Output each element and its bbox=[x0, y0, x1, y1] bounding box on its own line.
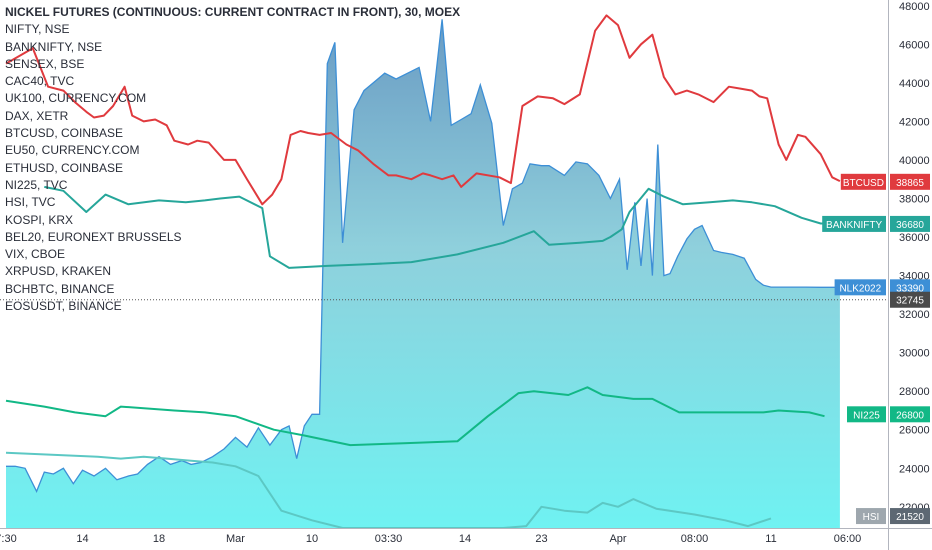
legend-item: DAX, XETR bbox=[5, 108, 69, 123]
series-name-label-box bbox=[834, 279, 886, 296]
y-tick-label: 36000 bbox=[899, 232, 930, 244]
legend-item: NIFTY, NSE bbox=[5, 22, 70, 37]
legend-item: NI225, TVC bbox=[5, 177, 68, 192]
series-name-label: NLK2022 bbox=[834, 279, 886, 296]
x-tick-label: Mar bbox=[226, 533, 245, 545]
legend-item: ETHUSD, COINBASE bbox=[5, 160, 124, 175]
series-name-label: BANKNIFTY bbox=[822, 215, 886, 232]
legend-item: EOSUSDT, BINANCE bbox=[5, 299, 122, 314]
series-line-ni225 bbox=[5, 386, 825, 447]
y-tick-label: 40000 bbox=[899, 155, 930, 167]
y-tick-label: 48000 bbox=[899, 1, 930, 13]
series-name-label-box bbox=[840, 173, 886, 190]
series-name-label-box bbox=[856, 508, 886, 525]
last-value-label-text: 21520 bbox=[896, 512, 924, 523]
last-value-label-box bbox=[890, 215, 930, 232]
y-tick-label: 32000 bbox=[899, 309, 930, 321]
x-tick-label: 7:30 bbox=[0, 533, 17, 545]
chart-title: NICKEL FUTURES (CONTINUOUS: CURRENT CONT… bbox=[5, 5, 461, 19]
legend-item: EU50, CURRENCY.COM bbox=[5, 143, 140, 158]
x-tick-label: 23 bbox=[535, 533, 547, 545]
x-tick-label: 14 bbox=[76, 533, 88, 545]
series-line-btcusd bbox=[5, 14, 841, 206]
series-name-label: BTCUSD bbox=[840, 173, 886, 190]
series-name-label-box bbox=[847, 406, 886, 423]
series-name-label: HSI bbox=[856, 508, 886, 525]
series-name-label: NI225 bbox=[847, 406, 886, 423]
series-area-fill-nlk2022 bbox=[6, 19, 840, 528]
x-tick-label: Apr bbox=[609, 533, 626, 545]
price-line-label-box bbox=[890, 291, 930, 308]
y-tick-label: 30000 bbox=[899, 348, 930, 360]
legend-item: CAC40, TVC bbox=[5, 74, 75, 89]
last-value-label: 38865 bbox=[890, 173, 930, 190]
last-value-label-text: 33390 bbox=[896, 283, 924, 294]
last-value-label-text: 38865 bbox=[896, 178, 924, 189]
series-line-banknifty bbox=[44, 185, 840, 269]
legend-item: XRPUSD, KRAKEN bbox=[5, 264, 112, 279]
series-name-label-text: BANKNIFTY bbox=[826, 220, 882, 231]
y-tick-label: 38000 bbox=[899, 193, 930, 205]
legend-item: BTCUSD, COINBASE bbox=[5, 126, 124, 141]
y-tick-label: 26000 bbox=[899, 425, 930, 437]
last-value-label-text: 26800 bbox=[896, 410, 924, 421]
last-value-label: 21520 bbox=[890, 508, 930, 525]
y-tick-label: 46000 bbox=[899, 39, 930, 51]
last-value-label-box bbox=[890, 406, 930, 423]
legend-item: KOSPI, KRX bbox=[5, 212, 74, 227]
legend-item: SENSEX, BSE bbox=[5, 56, 85, 71]
x-tick-label: 18 bbox=[153, 533, 165, 545]
series-line-nlk2022 bbox=[6, 19, 840, 493]
plot-area bbox=[0, 14, 888, 528]
x-tick-label: 10 bbox=[306, 533, 318, 545]
series-name-label-box bbox=[822, 215, 886, 232]
series-name-label-text: BTCUSD bbox=[843, 178, 884, 189]
y-tick-label: 24000 bbox=[899, 463, 930, 475]
last-value-label-box bbox=[890, 173, 930, 190]
x-tick-label: 11 bbox=[765, 533, 776, 545]
legend-item: UK100, CURRENCY.COM bbox=[5, 91, 147, 106]
series-name-label-text: NLK2022 bbox=[839, 283, 881, 294]
y-tick-label: 42000 bbox=[899, 116, 930, 128]
legend-item: VIX, CBOE bbox=[5, 247, 66, 262]
last-value-label: 36680 bbox=[890, 215, 930, 232]
price-line-label-text: 32745 bbox=[896, 296, 924, 307]
last-value-label-box bbox=[890, 508, 930, 525]
last-value-label: 33390 bbox=[890, 279, 930, 296]
last-value-label-text: 36680 bbox=[896, 220, 924, 231]
legend-item: BEL20, EURONEXT BRUSSELS bbox=[5, 229, 182, 244]
x-tick-label: 14 bbox=[459, 533, 471, 545]
x-tick-label: 08:00 bbox=[681, 533, 709, 545]
legend-item: BANKNIFTY, NSE bbox=[5, 39, 103, 54]
y-tick-label: 44000 bbox=[899, 78, 930, 90]
x-tick-label: 06:00 bbox=[834, 533, 862, 545]
series-line-hsi bbox=[5, 451, 772, 528]
x-tick-label: 03:30 bbox=[375, 533, 403, 545]
chart-legend: NICKEL FUTURES (CONTINUOUS: CURRENT CONT… bbox=[5, 4, 460, 315]
y-tick-label: 28000 bbox=[899, 386, 930, 398]
last-value-label: 26800 bbox=[890, 406, 930, 423]
price-line-label: 32745 bbox=[890, 291, 930, 308]
series-name-label-text: NI225 bbox=[853, 410, 880, 421]
series-name-label-text: HSI bbox=[863, 512, 880, 523]
legend-item: HSI, TVC bbox=[5, 195, 56, 210]
last-value-label-box bbox=[890, 279, 930, 296]
legend-item: BCHBTC, BINANCE bbox=[5, 281, 115, 296]
